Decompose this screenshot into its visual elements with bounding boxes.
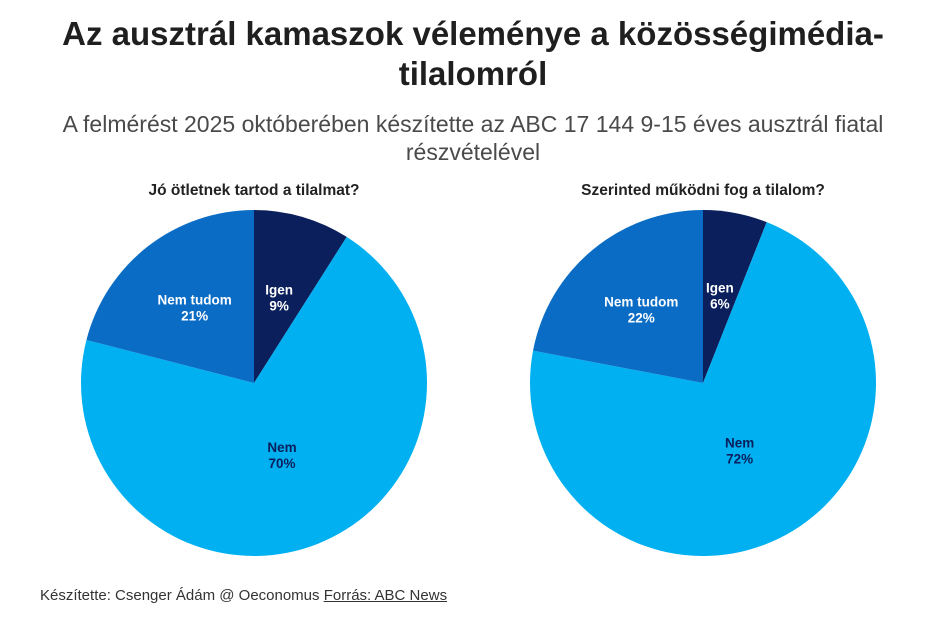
slice-value-label: 21%: [181, 308, 208, 323]
pie-slice-nem: [80, 236, 427, 556]
pie-slice-igen: [254, 210, 347, 383]
pie-chart-ban-work: Szerinted működni fog a tilalom? Igen 6% N…: [503, 182, 903, 572]
pie-slice-nem: [530, 222, 876, 556]
credit-text: Készítette: Csenger Ádám @ Oeconomus: [40, 587, 320, 604]
source-link[interactable]: Forrás: ABC News: [323, 587, 448, 604]
pie-title: Szerinted működni fog a tilalom?: [581, 182, 825, 199]
slice-label: Nem tudom: [157, 292, 231, 307]
chart-title-main: Az ausztrál kamaszok véleménye a közössé…: [62, 15, 884, 92]
pie-slice-igen: [703, 210, 767, 383]
slice-value-label: 9%: [269, 299, 289, 314]
slice-label: Igen: [265, 283, 293, 298]
slice-value-label: 6%: [710, 297, 730, 312]
slice-label: Nem: [725, 436, 754, 451]
slice-value-label: 70%: [269, 456, 296, 471]
slice-label: Nem tudom: [604, 294, 678, 309]
pie-slice-nem-tudom: [533, 210, 703, 383]
slice-value-label: 72%: [726, 452, 753, 467]
chart-subtitle: A felmérést 2025 októberében készítette …: [62, 111, 884, 165]
pie-title: Jó ötletnek tartod a tilalmat?: [148, 182, 360, 199]
slice-value-label: 22%: [628, 310, 655, 325]
footer: Készítette: Csenger Ádám @ Oeconomus For…: [40, 587, 447, 604]
slice-label: Igen: [706, 281, 734, 296]
pie-chart-ban-idea: Jó ötletnek tartod a tilalmat? Igen 9% Nem…: [54, 182, 454, 572]
pie-slice-nem-tudom: [86, 210, 254, 383]
slice-label: Nem: [267, 440, 296, 455]
